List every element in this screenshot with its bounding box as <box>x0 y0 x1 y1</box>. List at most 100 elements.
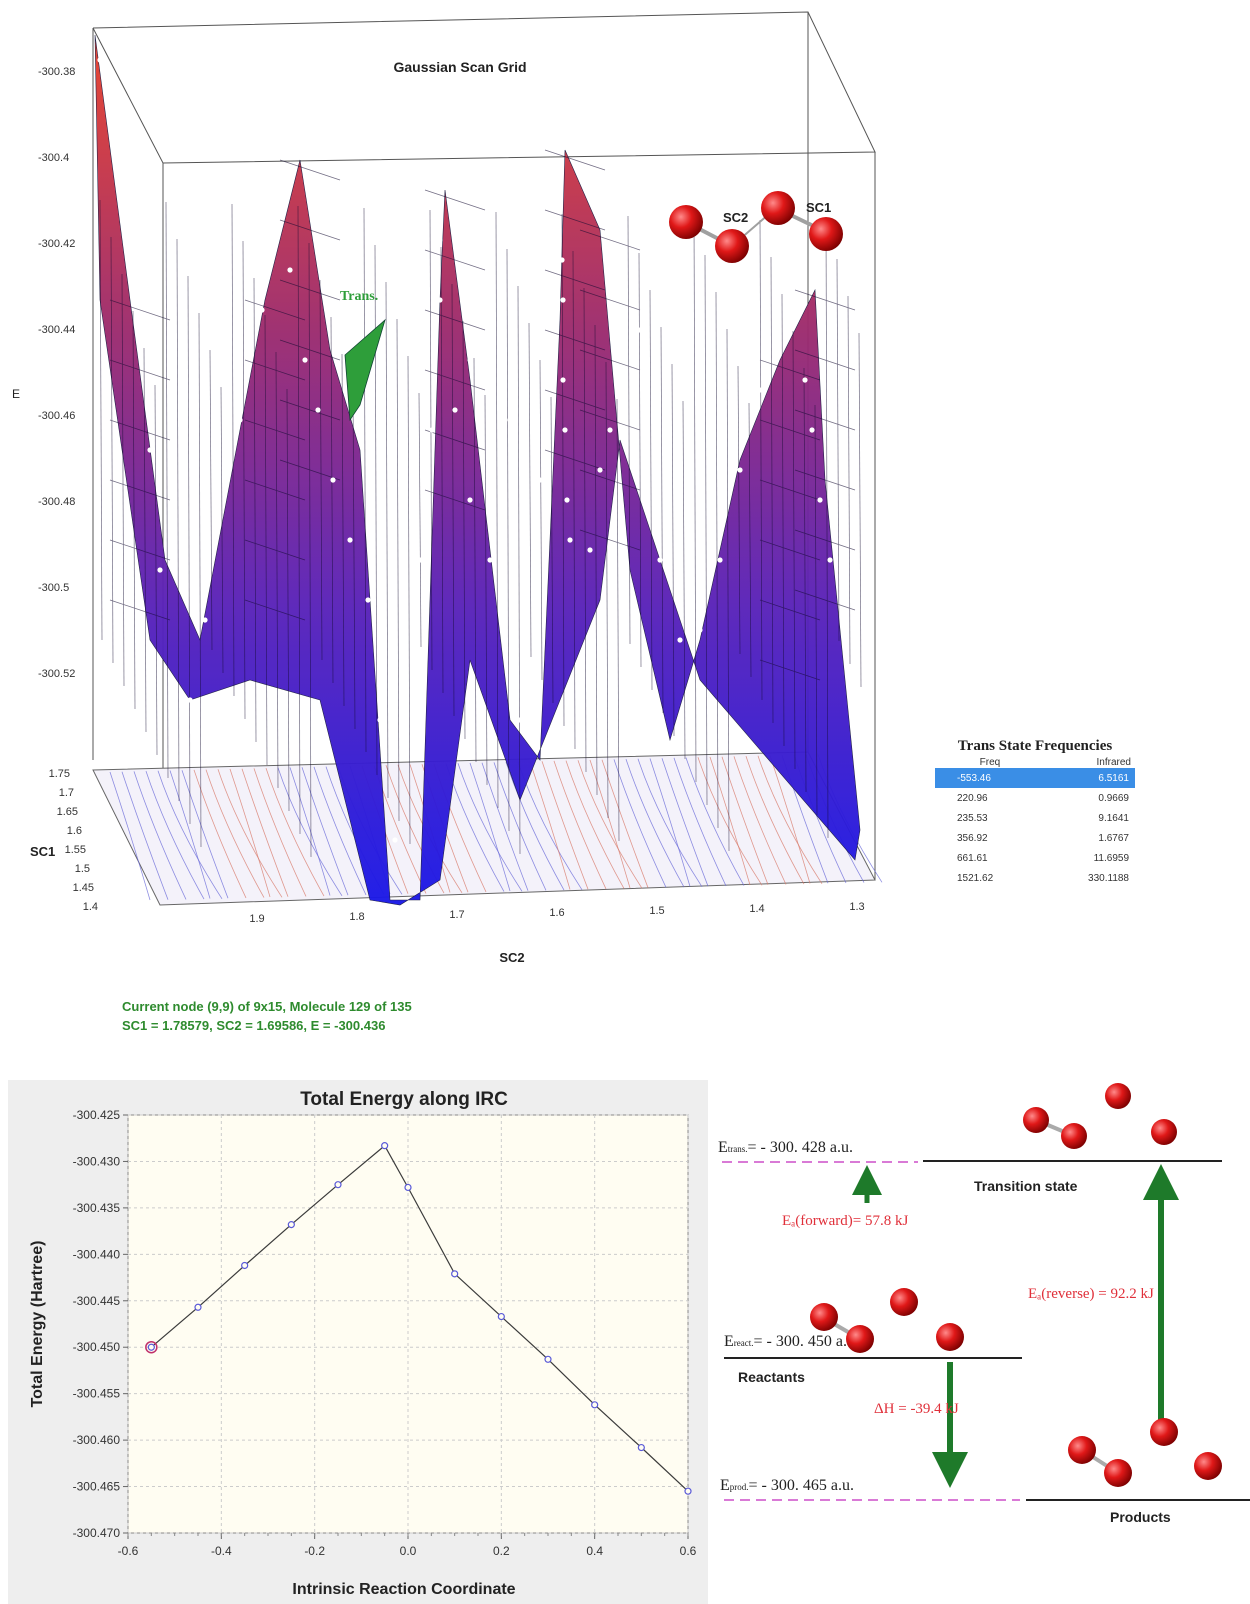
grid-node <box>637 327 643 333</box>
grid-node <box>787 317 793 323</box>
energy-level-diagram: Etrans.= - 300. 428 a.u. Ereact.= - 300.… <box>718 1083 1250 1525</box>
grid-node <box>657 557 663 563</box>
x-tick-label: 0.2 <box>493 1544 510 1558</box>
y-tick-label: -300.450 <box>73 1340 121 1354</box>
oxygen-atom-icon <box>809 217 843 251</box>
oxygen-atom-icon <box>761 191 795 225</box>
data-point[interactable] <box>334 1181 342 1189</box>
grid-node <box>607 427 613 433</box>
data-point[interactable] <box>451 1270 459 1278</box>
infrared-value: 6.5161 <box>1044 768 1135 788</box>
infrared-header: Infrared <box>1096 757 1131 768</box>
z-tick-label: -300.48 <box>38 496 75 508</box>
data-point[interactable] <box>287 1221 295 1229</box>
highlighted-point[interactable] <box>145 1340 158 1354</box>
grid-node <box>287 267 293 273</box>
grid-node <box>147 447 153 453</box>
reactant-molecule <box>810 1288 964 1353</box>
grid-lines <box>127 1114 689 1534</box>
data-point[interactable] <box>404 1183 412 1192</box>
grid-node <box>417 557 423 563</box>
x-tick-label: 1.3 <box>849 901 864 913</box>
grid-node <box>557 187 563 193</box>
reactants-label: Reactants <box>738 1369 805 1385</box>
frequency-row[interactable]: -553.46 6.5161 <box>935 768 1135 788</box>
y-tick-label: -300.430 <box>73 1154 121 1168</box>
oxygen-atom-icon <box>936 1323 964 1351</box>
frequency-title: Trans State Frequencies <box>957 738 1113 754</box>
data-point[interactable] <box>497 1312 505 1321</box>
frequency-row[interactable]: 661.61 11.6959 <box>935 848 1135 868</box>
grid-node <box>507 417 513 423</box>
x-tick-label: 1.5 <box>649 905 664 917</box>
y-tick-label: 1.65 <box>57 806 78 818</box>
trans-label: Trans. <box>340 289 378 304</box>
y-axis-label: SC1 <box>30 844 55 859</box>
grid-node <box>137 337 143 343</box>
product-molecule <box>1068 1418 1222 1487</box>
grid-node <box>377 717 383 723</box>
grid-node <box>827 557 833 563</box>
infrared-value: 330.1188 <box>1088 872 1129 884</box>
y-tick-label: -300.440 <box>73 1247 121 1261</box>
y-tick-label: -300.435 <box>73 1201 121 1215</box>
grid-node <box>587 547 593 553</box>
energy-surface <box>94 34 862 906</box>
grid-node <box>617 387 623 393</box>
oxygen-atom-icon <box>1105 1083 1131 1109</box>
y-axis-title: Total Energy (Hartree) <box>29 1241 46 1408</box>
frequency-row[interactable]: 220.96 0.9669 <box>935 788 1135 808</box>
grid-node <box>597 467 603 473</box>
data-point[interactable] <box>381 1142 389 1150</box>
data-point[interactable] <box>544 1355 552 1363</box>
y-axis-ticks: 1.75 1.7 1.65 1.6 1.55 1.5 1.45 1.4 <box>49 768 98 913</box>
x-tick-label: 0.4 <box>586 1544 603 1558</box>
freq-value: 661.61 <box>957 852 988 864</box>
status-line-1: Current node (9,9) of 9x15, Molecule 129… <box>122 999 412 1014</box>
oxygen-atom-icon <box>1151 1119 1177 1145</box>
grid-node <box>560 377 566 383</box>
surface-title: Gaussian Scan Grid <box>393 59 526 75</box>
grid-node <box>225 437 231 443</box>
data-point[interactable] <box>637 1443 645 1452</box>
grid-node <box>559 257 565 263</box>
transition-molecule <box>1023 1083 1177 1149</box>
grid-node <box>330 477 336 483</box>
grid-node <box>315 407 321 413</box>
grid-node <box>562 427 568 433</box>
oxygen-atom-icon <box>669 205 703 239</box>
data-point[interactable] <box>194 1303 202 1311</box>
x-tick-label: 1.4 <box>749 903 764 915</box>
z-axis-label: E <box>12 387 20 401</box>
e-react-label: Ereact.= - 300. 450 a.u. <box>724 1333 859 1350</box>
data-point[interactable] <box>591 1401 599 1409</box>
grid-node <box>567 537 573 543</box>
data-point[interactable] <box>684 1487 692 1495</box>
grid-node <box>717 557 723 563</box>
infrared-value: 1.6767 <box>1098 832 1129 844</box>
grid-node <box>537 477 543 483</box>
grid-node <box>697 627 703 633</box>
e-trans-label: Etrans.= - 300. 428 a.u. <box>718 1139 853 1156</box>
e-prod-label: Eprod.= - 300. 465 a.u. <box>720 1477 854 1494</box>
grid-node <box>437 297 443 303</box>
molecule-label-sc2: SC2 <box>723 210 748 225</box>
grid-node <box>187 697 193 703</box>
frequency-row[interactable]: 235.53 9.1641 <box>935 808 1135 828</box>
grid-node <box>437 237 443 243</box>
frequency-table: Freq Infrared -553.46 6.5161 220.96 0.9669 2… <box>935 757 1135 888</box>
freq-value: -553.46 <box>935 768 1045 788</box>
delta-h-text: ΔH = -39.4 kJ <box>874 1401 959 1417</box>
x-tick-label: 0.0 <box>400 1544 417 1558</box>
frequency-row[interactable]: 1521.62 330.1188 <box>935 868 1135 888</box>
data-point[interactable] <box>241 1261 249 1270</box>
x-tick-label: -0.4 <box>211 1544 232 1558</box>
frequency-row[interactable]: 356.92 1.6767 <box>935 828 1135 848</box>
freq-value: 1521.62 <box>957 872 994 884</box>
oxygen-atom-icon <box>1068 1436 1096 1464</box>
z-tick-label: -300.46 <box>38 410 75 422</box>
x-axis-ticks: 1.9 1.8 1.7 1.6 1.5 1.4 1.3 <box>249 901 864 925</box>
grid-node <box>809 427 815 433</box>
data-point[interactable] <box>147 1343 155 1351</box>
status-line-2: SC1 = 1.78579, SC2 = 1.69586, E = -300.4… <box>122 1018 386 1033</box>
